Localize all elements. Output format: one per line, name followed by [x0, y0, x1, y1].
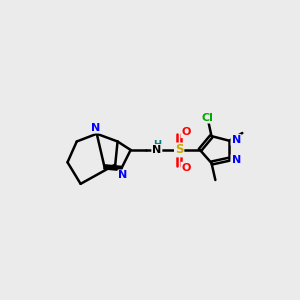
Text: O: O — [182, 163, 191, 173]
Text: S: S — [175, 143, 183, 157]
Text: N: N — [232, 135, 241, 145]
Text: H: H — [153, 140, 161, 150]
Text: N: N — [91, 123, 100, 133]
Text: N: N — [118, 170, 128, 180]
Text: N: N — [232, 155, 241, 165]
Text: N: N — [152, 145, 161, 155]
Text: O: O — [182, 127, 191, 137]
Text: Cl: Cl — [202, 112, 214, 123]
